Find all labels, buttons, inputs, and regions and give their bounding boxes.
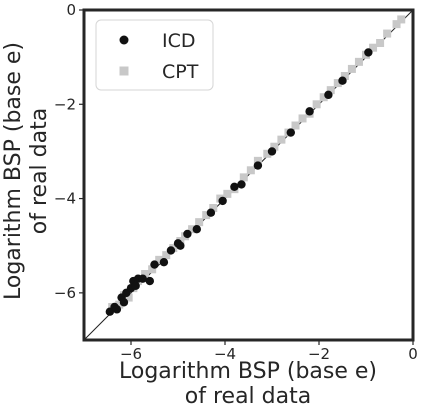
cpt-point-42 (397, 15, 406, 24)
legend-label-icd: ICD (162, 30, 196, 52)
icd-point-16 (176, 241, 185, 250)
icd-point-8 (131, 281, 140, 290)
icd-point-13 (159, 258, 169, 267)
legend-marker-icd (119, 35, 129, 45)
icd-point-19 (206, 208, 216, 217)
icd-point-22 (237, 180, 246, 189)
x-tick-label-1: −4 (214, 345, 236, 363)
y-tick-label-0: −6 (54, 284, 76, 302)
cpt-point-6 (141, 270, 150, 278)
cpt-point-20 (239, 173, 248, 182)
cpt-point-18 (223, 189, 232, 198)
cpt-point-40 (383, 29, 392, 38)
cpt-point-27 (291, 121, 300, 130)
cpt-point-39 (376, 39, 385, 47)
cpt-point-13 (188, 225, 197, 234)
x-tick-label-0: −6 (120, 345, 142, 363)
y-axis-label-line-1: Logarithm BSP (base e) (1, 42, 26, 300)
legend-marker-cpt (119, 66, 129, 76)
icd-point-2 (112, 305, 122, 314)
y-tick-label-2: −2 (54, 95, 76, 113)
icd-point-28 (338, 76, 347, 85)
icd-point-18 (192, 225, 201, 234)
cpt-point-25 (277, 135, 286, 144)
cpt-point-15 (202, 211, 211, 220)
points-layer (105, 15, 406, 316)
icd-point-24 (267, 147, 277, 156)
cpt-point-1 (115, 300, 124, 309)
cpt-point-8 (155, 255, 164, 264)
cpt-point-14 (195, 218, 204, 227)
icd-point-21 (230, 182, 239, 191)
cpt-point-24 (270, 142, 279, 151)
icd-point-29 (364, 48, 373, 57)
x-tick-label-2: −2 (308, 345, 330, 363)
icd-point-17 (183, 229, 192, 239)
y-tick-label-3: 0 (66, 1, 76, 19)
x-tick-label-3: 0 (408, 345, 418, 363)
icd-point-14 (166, 246, 176, 255)
cpt-point-23 (263, 149, 272, 158)
cpt-point-36 (354, 57, 363, 66)
legend: ICD CPT (95, 19, 214, 91)
x-axis-label-line-2: of real data (185, 384, 311, 409)
icd-point-20 (218, 196, 227, 206)
icd-point-11 (145, 276, 154, 286)
icd-point-10 (138, 274, 147, 283)
icd-point-25 (286, 128, 295, 137)
cpt-point-31 (319, 93, 328, 102)
cpt-point-9 (162, 251, 171, 260)
icd-point-23 (253, 161, 263, 170)
cpt-point-35 (347, 64, 356, 73)
cpt-point-22 (253, 156, 262, 165)
cpt-point-3 (124, 293, 133, 302)
cpt-point-16 (209, 204, 218, 212)
cpt-point-30 (312, 100, 321, 109)
cpt-point-7 (148, 265, 157, 274)
icd-point-12 (150, 260, 159, 269)
legend-label-cpt: CPT (162, 61, 199, 83)
y-axis-label-line-2: of real data (27, 108, 52, 234)
ticks-layer: −6 −4 −2 0 −6 −4 −2 0 (54, 1, 418, 363)
cpt-point-21 (246, 166, 255, 175)
icd-point-4 (119, 298, 129, 307)
x-axis-label-line-1: Logarithm BSP (base e) (119, 359, 377, 384)
cpt-point-28 (298, 114, 307, 123)
plot-frame (82, 8, 415, 342)
icd-point-27 (324, 90, 333, 100)
y-tick-label-1: −4 (54, 190, 76, 208)
icd-point-26 (305, 107, 314, 116)
cpt-point-34 (340, 72, 349, 80)
cpt-point-38 (369, 43, 378, 52)
cpt-point-32 (326, 86, 335, 95)
cpt-point-41 (392, 20, 401, 29)
cpt-point-33 (333, 79, 342, 88)
